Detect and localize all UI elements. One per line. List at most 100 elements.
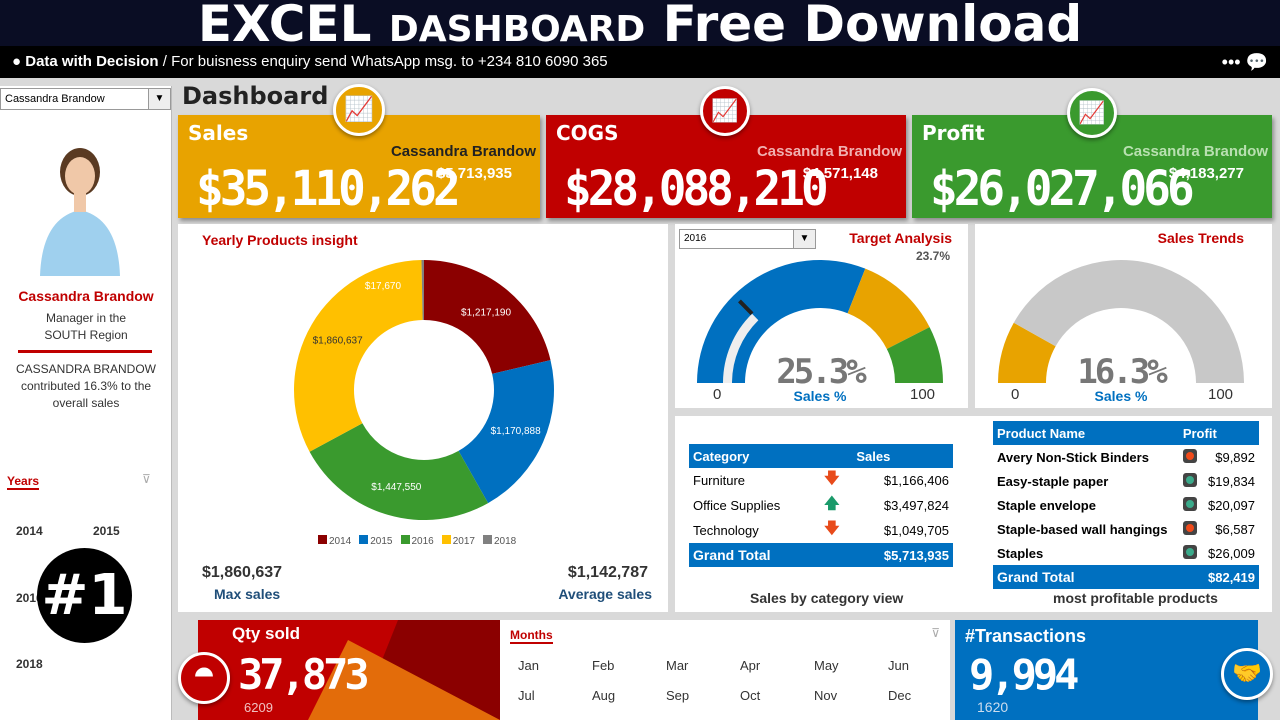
donut-slice-2014[interactable] — [424, 260, 551, 374]
sales-trends-gauge — [998, 260, 1244, 383]
months-label: Months — [510, 628, 553, 644]
donut-slice-2016[interactable] — [309, 423, 489, 520]
target-analysis-panel: 2016 ▼ Target Analysis 23.7% 25.3% Sales … — [675, 224, 968, 408]
person-dropdown[interactable]: Cassandra Brandow ▼ — [0, 88, 171, 110]
trend-down-icon: 🡇 — [824, 470, 840, 487]
year-2015[interactable]: 2015 — [93, 524, 120, 538]
grand-total-row: Grand Total $82,419 — [993, 565, 1259, 589]
table-row: Office Supplies 🡅 $3,497,824 — [689, 493, 953, 518]
title-banner: EXCEL DASHBOARD Free Download — [0, 0, 1280, 50]
donut-slice-2015[interactable] — [458, 360, 554, 504]
data-label: $17,670 — [365, 281, 402, 292]
average-sales-label: Average sales — [558, 586, 652, 602]
sales-trends-panel: Sales Trends 16.3% Sales % 0 100 — [975, 224, 1272, 408]
month-jan[interactable]: Jan — [518, 658, 539, 673]
gauge-segment — [847, 268, 930, 349]
page-title: Dashboard — [182, 82, 329, 110]
data-label: $1,447,550 — [371, 482, 421, 493]
max-sales-value: $1,860,637 — [202, 564, 283, 581]
person-name: Cassandra Brandow — [18, 288, 154, 304]
data-label: $1,217,190 — [461, 308, 511, 319]
month-aug[interactable]: Aug — [592, 688, 616, 703]
growth-chart-icon: 📈 — [1067, 88, 1117, 138]
gauge-value: 16.3% — [1077, 352, 1167, 392]
target-gauge — [697, 259, 943, 383]
status-green-icon — [1182, 544, 1197, 559]
year-2014[interactable]: 2014 — [16, 524, 43, 538]
tables-panel: Category Sales Furniture 🡇 $1,166,406 Office … — [675, 416, 1272, 612]
month-apr[interactable]: Apr — [740, 658, 761, 673]
donut-title: Yearly Products insight — [202, 232, 358, 248]
month-jul[interactable]: Jul — [518, 688, 535, 703]
gauge-needle — [738, 299, 754, 316]
gauge-segment — [998, 322, 1056, 383]
clear-filter-icon[interactable]: ⊽ — [931, 626, 940, 640]
year-2018[interactable]: 2018 — [16, 657, 43, 671]
table-row: Furniture 🡇 $1,166,406 — [689, 468, 953, 493]
month-dec[interactable]: Dec — [888, 688, 912, 703]
month-sep[interactable]: Sep — [666, 688, 690, 703]
top-bar: ● Data with Decision / For buisness enqu… — [0, 46, 1280, 78]
gauge-needle-track — [723, 313, 759, 383]
months-slicer: Months ⊽ Jan Feb Mar Apr May Jun Jul Aug Sep Oct N… — [500, 620, 950, 720]
month-oct[interactable]: Oct — [740, 688, 761, 703]
trend-down-icon: 🡇 — [824, 520, 840, 537]
product-table: Product Name Profit Avery Non-Stick Binder… — [993, 421, 1259, 589]
data-label: $1,860,637 — [313, 336, 363, 347]
grand-total-row: Grand Total $5,713,935 — [689, 543, 953, 567]
status-red-icon — [1182, 448, 1197, 463]
year-2016[interactable]: 2016 — [16, 591, 43, 605]
enquiry-message: / For buisness enquiry send WhatsApp msg… — [162, 53, 608, 70]
gauge-segment — [886, 327, 943, 383]
legend-item-2016: 2016 — [400, 535, 434, 547]
average-sales-value: $1,142,787 — [567, 564, 648, 581]
chevron-down-icon[interactable]: ▼ — [793, 230, 815, 248]
gauge-label: Sales % — [1094, 388, 1148, 404]
table-row: Technology 🡇 $1,049,705 — [689, 518, 953, 543]
handshake-icon: 🤝 — [1221, 648, 1273, 700]
status-green-icon — [1182, 472, 1197, 487]
qty-title: Qty sold — [232, 624, 301, 643]
month-nov[interactable]: Nov — [814, 688, 838, 703]
kpi-profit: Profit $26,027,066 Cassandra Brandow $4,183… — [912, 115, 1272, 218]
max-sales-label: Max sales — [214, 586, 281, 602]
month-feb[interactable]: Feb — [592, 658, 615, 673]
legend-item-2018: 2018 — [483, 535, 516, 547]
chat-icon[interactable]: ••• 💬 — [1221, 52, 1268, 72]
table-row: Staple-based wall hangings $6,587 — [997, 520, 1255, 537]
gauge-value: 25.3% — [776, 352, 866, 392]
person-role: Manager in the SOUTH Region — [44, 311, 128, 342]
year-dropdown[interactable]: 2016 ▼ — [679, 229, 816, 249]
transactions-value: 9,994 — [969, 650, 1079, 699]
status-red-icon — [1182, 520, 1197, 535]
growth-chart-icon: 📈 — [333, 84, 385, 136]
contribution-text: CASSANDRA BRANDOW contributed 16.3% to th… — [15, 362, 157, 410]
transactions-sub: 1620 — [977, 699, 1009, 715]
brand: Data with Decision — [25, 53, 159, 70]
yearly-products-panel: Yearly Products insight $1,217,190 $1,170… — [178, 224, 668, 612]
table-header: Category Sales — [689, 444, 953, 468]
gauge-max: 100 — [1208, 386, 1234, 403]
table-header: Product Name Profit — [993, 421, 1259, 445]
transactions-card: #Transactions 9,994 1620 🤝 — [955, 620, 1273, 720]
donut-slice-2017[interactable] — [294, 260, 423, 452]
product-caption: most profitable products — [1053, 590, 1218, 606]
gauge-min: 0 — [1011, 386, 1020, 403]
table-row: Easy-staple paper $19,834 — [997, 472, 1255, 489]
month-may[interactable]: May — [814, 658, 839, 673]
category-table: Category Sales Furniture 🡇 $1,166,406 Office … — [689, 444, 953, 567]
clear-filter-icon[interactable]: ⊽ — [142, 472, 151, 486]
category-caption: Sales by category view — [750, 590, 904, 606]
donut-slice-2018[interactable] — [421, 260, 424, 321]
table-row: Staple envelope $20,097 — [997, 496, 1255, 513]
legend-item-2014: 2014 — [318, 535, 351, 547]
month-jun[interactable]: Jun — [888, 658, 909, 673]
qty-sold-card: Qty sold 37,873 6209 — [198, 620, 500, 720]
gauge-max: 100 — [910, 386, 936, 403]
trend-up-icon: 🡅 — [824, 495, 840, 512]
avatar — [40, 148, 120, 276]
chevron-down-icon[interactable]: ▼ — [148, 89, 170, 109]
kpi-cogs: COGS $28,088,210 Cassandra Brandow $4,571,1… — [546, 115, 906, 218]
month-mar[interactable]: Mar — [666, 658, 689, 673]
data-label: $1,170,888 — [491, 426, 541, 437]
